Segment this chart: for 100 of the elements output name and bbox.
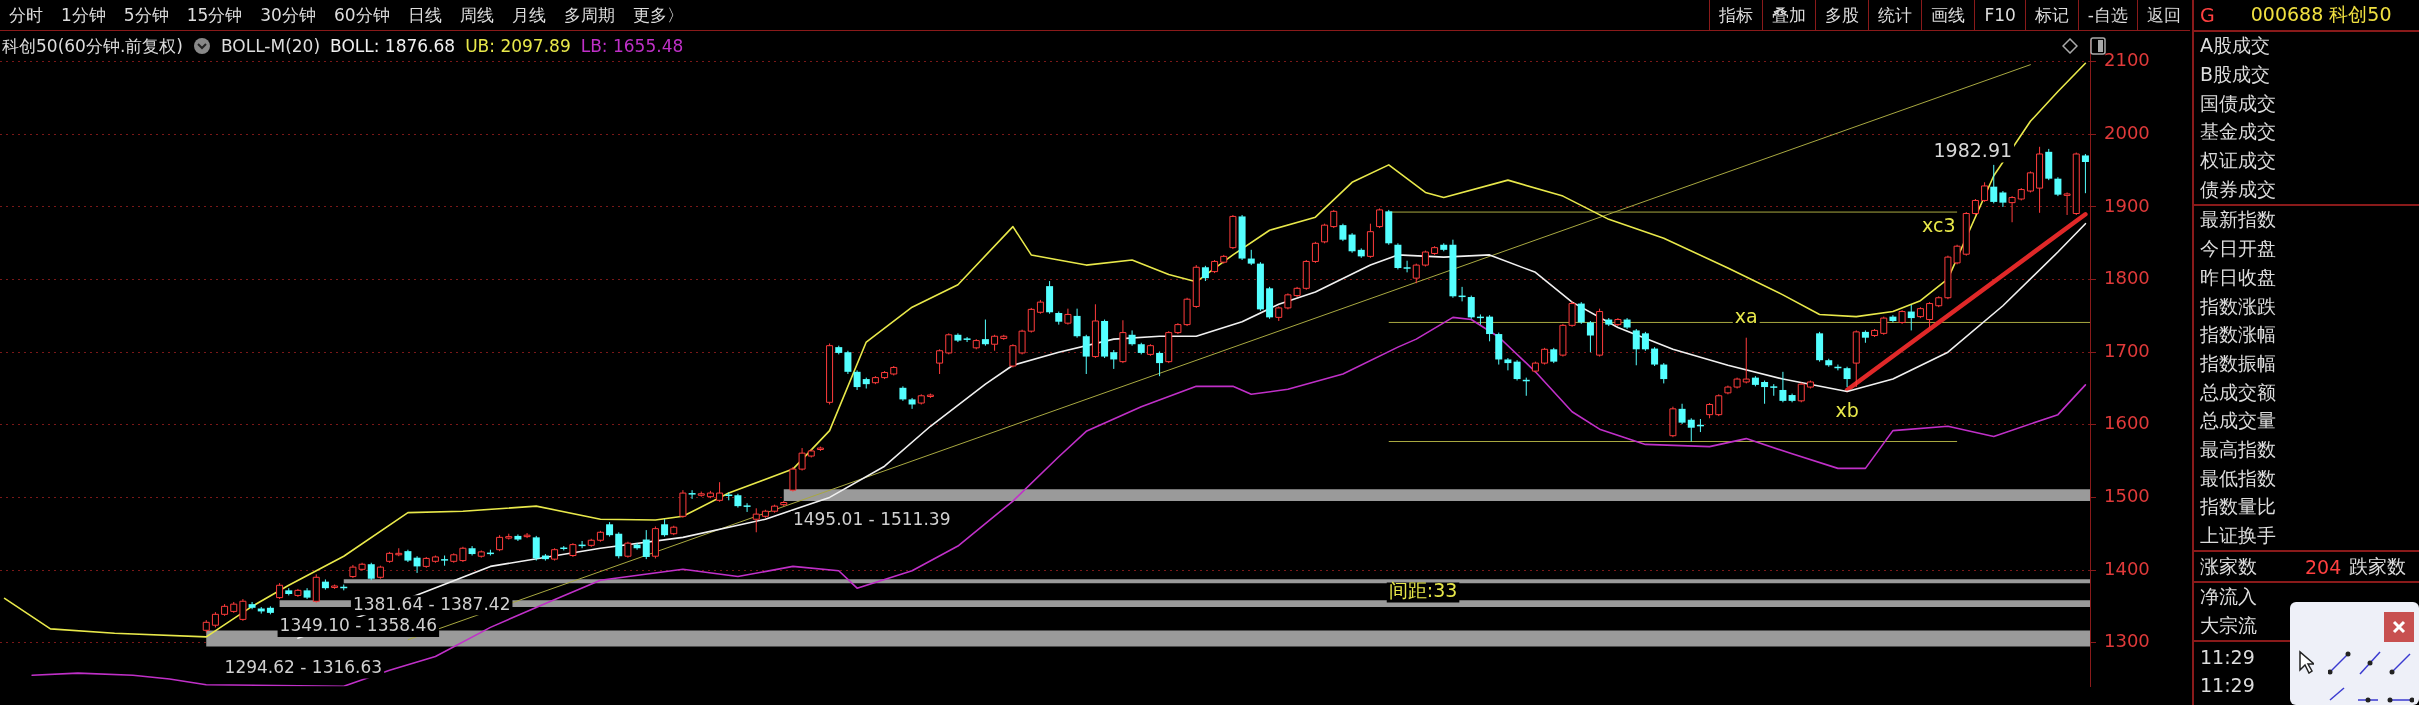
candlestick	[1156, 350, 1164, 377]
band-label: 1381.64 - 1387.42	[352, 593, 511, 614]
text: 叠加	[1762, 0, 1816, 30]
candlestick	[615, 531, 623, 559]
candlestick	[1403, 260, 1411, 273]
text: 分时	[8, 3, 44, 27]
candlestick	[1577, 301, 1585, 325]
text: -自选	[2077, 0, 2137, 30]
text: 日线	[406, 3, 443, 27]
text: 月线	[510, 3, 547, 27]
y-tick-label: 1700	[2104, 339, 2150, 361]
text: 5分钟	[122, 3, 170, 27]
candlestick	[1110, 349, 1118, 370]
text: 指数振幅	[2200, 350, 2276, 376]
y-tick-label: 1300	[2104, 630, 2150, 652]
text: 更多〉	[631, 3, 685, 27]
text: 基金成交	[2200, 119, 2276, 145]
y-tick-label: 1600	[2104, 412, 2150, 434]
text: 204	[2305, 555, 2342, 578]
candlestick	[413, 555, 421, 574]
candlestick	[1632, 328, 1640, 366]
text: 跌家数	[2349, 553, 2407, 579]
candlestick	[1082, 334, 1090, 375]
candlestick	[1687, 417, 1695, 443]
y-tick-label: 1500	[2104, 485, 2150, 507]
text: LB: 1655.48	[580, 36, 684, 56]
legend-title: BOLL-M(20)	[220, 36, 321, 56]
candlestick	[743, 502, 751, 513]
candlestick	[1394, 242, 1402, 270]
text: 多股	[1815, 0, 1869, 30]
text: 大宗流	[2200, 613, 2257, 639]
candlestick	[1907, 304, 1915, 331]
text: 周线	[458, 3, 495, 27]
candlestick	[532, 535, 540, 562]
annotation: xc3	[1922, 213, 1956, 236]
text: UB: 2097.89	[465, 36, 571, 56]
annotation: xa	[1734, 304, 1758, 327]
text: 标记	[2024, 0, 2078, 30]
text: 今日开盘	[2200, 236, 2276, 262]
text: 指数涨跌	[2200, 293, 2276, 319]
text: 30分钟	[259, 3, 317, 27]
text: 昨日收盘	[2200, 264, 2276, 290]
candlestick	[2054, 176, 2062, 197]
annotation: xb	[1835, 398, 1859, 421]
candlestick	[1073, 308, 1081, 339]
candlestick	[1586, 320, 1594, 353]
text: F10	[1974, 0, 2025, 30]
y-tick-label: 1800	[2104, 267, 2150, 289]
candlestick	[1761, 380, 1769, 405]
text: 画线	[1921, 0, 1975, 30]
text: 15分钟	[185, 3, 244, 27]
text: 最低指数	[2200, 465, 2276, 491]
candlestick	[688, 489, 696, 500]
text: 返回	[2137, 0, 2190, 30]
text: 上证换手	[2200, 523, 2276, 549]
candlestick	[1678, 403, 1686, 425]
candlestick	[853, 369, 861, 391]
candlestick	[981, 319, 989, 347]
candlestick	[1779, 371, 1787, 403]
candlestick	[1990, 164, 1998, 204]
y-tick-label: 1400	[2104, 557, 2150, 579]
candlestick	[1641, 331, 1649, 352]
text: 多周期	[562, 3, 616, 27]
annotation: 间距:33	[1388, 579, 1458, 602]
y-tick-label: 2000	[2104, 122, 2150, 144]
annotation: 1982.91	[1933, 139, 2013, 162]
candlestick	[1348, 232, 1356, 254]
candlestick	[1128, 329, 1136, 347]
text: 指数量比	[2200, 494, 2276, 520]
text: 权证成交	[2200, 148, 2276, 174]
text: 最高指数	[2200, 436, 2276, 462]
text: 11:29	[2200, 674, 2255, 697]
band-label: 1495.01 - 1511.39	[792, 509, 951, 530]
y-tick-label: 1900	[2104, 194, 2150, 216]
candlestick	[963, 336, 971, 343]
text: 指数涨幅	[2200, 322, 2276, 348]
text: 债券成交	[2200, 176, 2276, 202]
text: 涨家数	[2200, 553, 2257, 579]
band-label: 1294.62 - 1316.63	[224, 656, 383, 677]
candlestick	[908, 397, 916, 410]
text: A股成交	[2200, 33, 2270, 59]
chart-title: 科创50(60分钟.前复权)	[2, 34, 183, 58]
candlestick	[2081, 153, 2089, 194]
text: 11:29	[2200, 645, 2255, 668]
candlestick	[1504, 357, 1512, 371]
text: 最新指数	[2200, 207, 2276, 233]
candlestick	[642, 529, 650, 560]
text: 指标	[1709, 0, 1763, 30]
text: 统计	[1868, 0, 1922, 30]
text: BOLL: 1876.68	[330, 36, 456, 56]
text: 总成交量	[2200, 408, 2276, 434]
text: 净流入	[2200, 584, 2257, 610]
candlestick	[844, 350, 852, 375]
text: 总成交额	[2200, 379, 2276, 405]
candlestick	[1660, 362, 1668, 384]
text: 000688 科创50	[2250, 2, 2392, 27]
text: B股成交	[2200, 62, 2271, 88]
band-label: 1349.10 - 1358.46	[279, 615, 438, 636]
text: 国债成交	[2200, 90, 2276, 116]
candlestick	[1513, 359, 1521, 382]
